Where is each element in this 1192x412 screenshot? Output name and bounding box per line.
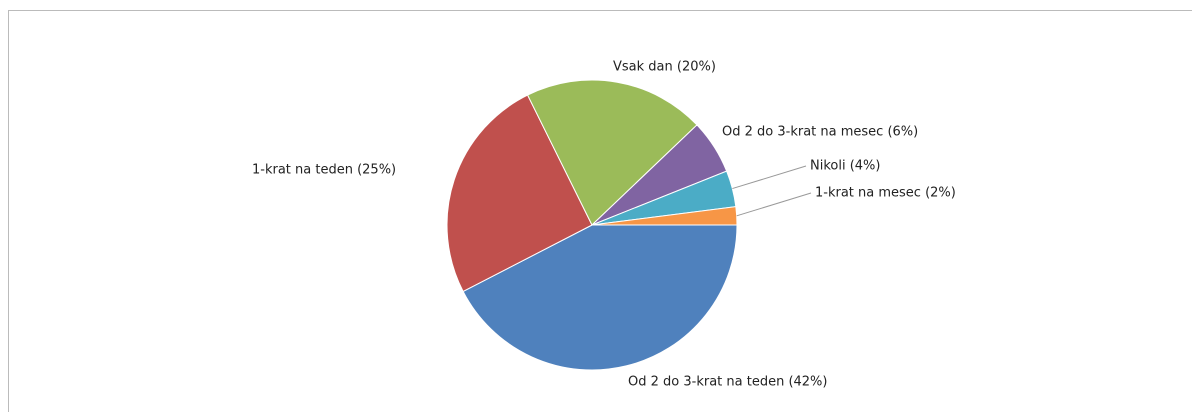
leader-line: [736, 192, 812, 217]
slice-label: Nikoli (4%): [810, 159, 880, 174]
slice-label: 1-krat na mesec (2%): [815, 186, 956, 201]
pie-slice: [446, 94, 593, 293]
pie-slice: [462, 224, 738, 371]
slice-label: Od 2 do 3-krat na mesec (6%): [722, 125, 918, 140]
pie-slice: [591, 206, 738, 226]
slice-label: 1-krat na teden (25%): [252, 163, 396, 178]
slice-label: Vsak dan (20%): [613, 60, 716, 75]
leader-line: [732, 165, 807, 190]
slice-label: Od 2 do 3-krat na teden (42%): [628, 375, 827, 390]
pie-slice: [526, 79, 698, 226]
